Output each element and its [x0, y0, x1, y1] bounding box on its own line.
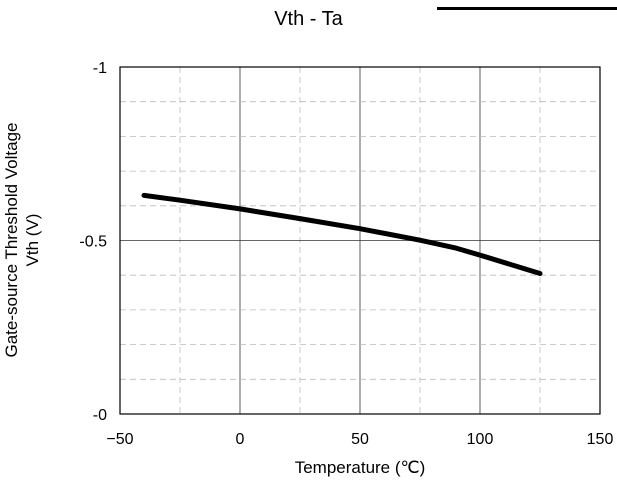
x-axis-label: Temperature (℃) — [294, 458, 426, 477]
plot-frame — [119, 66, 601, 415]
y-tick-label: -1 — [93, 60, 107, 77]
y-axis-label-line1: Gate-source Threshold Voltage — [2, 122, 21, 358]
y-tick-label: -0 — [93, 407, 107, 424]
x-tick-label: 150 — [587, 431, 614, 448]
header-bar — [437, 7, 617, 10]
series-layer — [141, 192, 543, 276]
chart-title: Vth - Ta — [274, 8, 343, 30]
series-line — [141, 192, 543, 276]
grid — [120, 67, 600, 414]
x-tick-label: 100 — [467, 431, 494, 448]
x-tick-label: −50 — [106, 431, 133, 448]
x-tick-label: 50 — [351, 431, 369, 448]
tick-labels: −50 0 50 100 150 -1 -0.5 -0 — [79, 60, 613, 448]
x-tick-label: 0 — [236, 431, 245, 448]
y-axis-label-line2: Vth (V) — [23, 213, 42, 267]
y-tick-label: -0.5 — [79, 234, 107, 251]
